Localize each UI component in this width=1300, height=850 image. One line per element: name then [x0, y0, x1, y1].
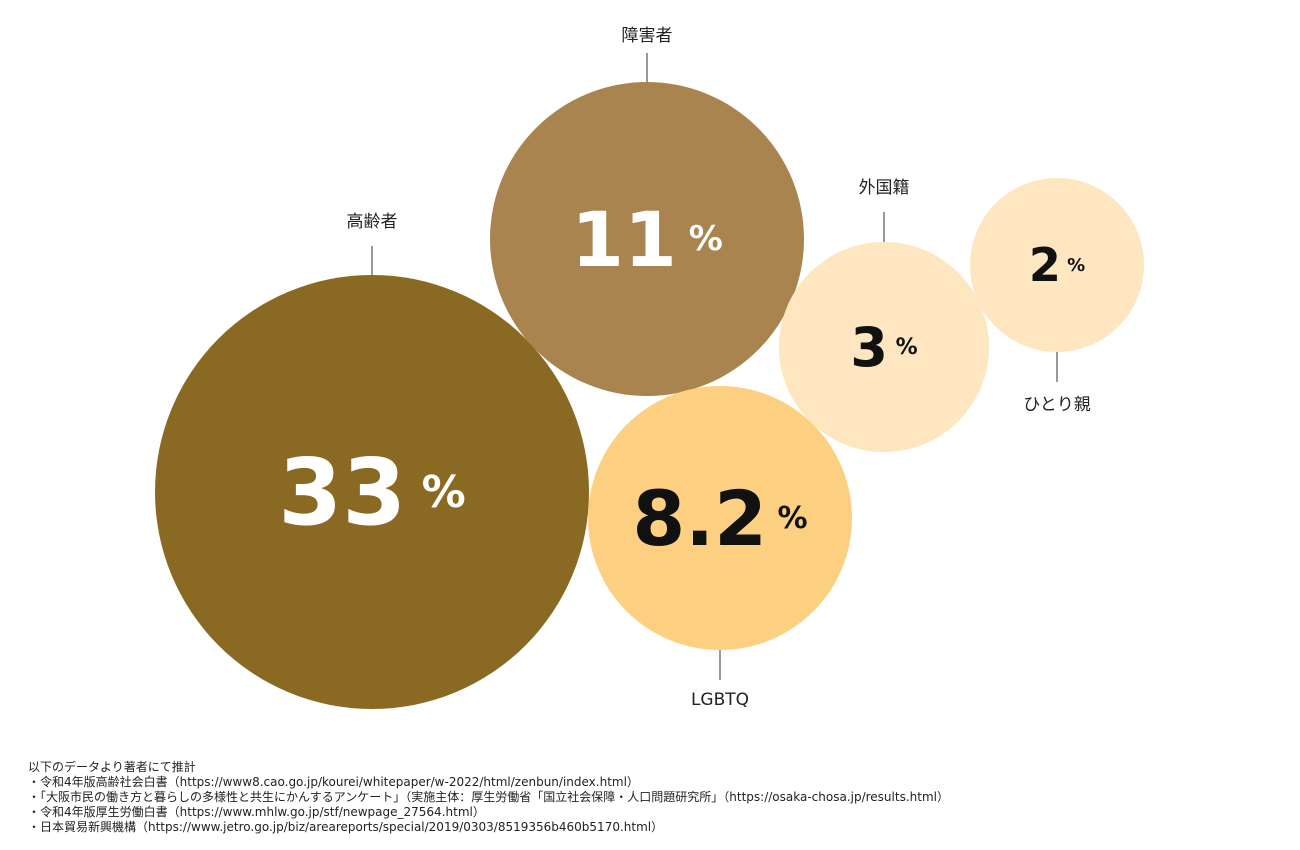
source-item: ・令和4年版高齢社会白書（https://www8.cao.go.jp/kour…	[28, 775, 639, 789]
source-item: ・日本貿易新興機構（https://www.jetro.go.jp/biz/ar…	[28, 820, 664, 834]
bubble-3-value-number: 8.2	[632, 474, 767, 563]
bubble-2-value-unit: %	[689, 219, 723, 259]
bubble-3-circle	[588, 386, 852, 650]
bubble-3-value-unit: %	[778, 501, 808, 536]
bubble-4-value: 3%	[850, 316, 917, 379]
bubble-4-label: 外国籍	[859, 178, 910, 198]
bubble-1-value: 33%	[278, 439, 466, 546]
bubble-5-value-number: 2	[1029, 238, 1061, 292]
bubble-1-value-number: 33	[278, 439, 406, 546]
bubble-5-value: 2%	[1029, 238, 1085, 292]
bubble-5-value-unit: %	[1067, 255, 1085, 276]
bubble-1-label: 高齢者	[347, 212, 398, 232]
bubble-4-circle	[779, 242, 989, 452]
bubble-5-circle	[970, 178, 1144, 352]
bubble-5-label: ひとり親	[1023, 395, 1091, 415]
bubble-1-circle	[155, 275, 589, 709]
sources-heading: 以下のデータより著者にて推計	[28, 760, 196, 774]
bubble-1-value-unit: %	[422, 467, 466, 518]
bubble-chart: 高齢者 33 % 障害者 11 % LGBTQ 8.2 % 外国籍 3 % ひとり親 2%	[155, 26, 1144, 710]
source-item: ・令和4年版厚生労働白書（https://www.mhlw.go.jp/stf/…	[28, 805, 485, 819]
sources-note: 以下のデータより著者にて推計 ・令和4年版高齢社会白書（https://www8…	[28, 760, 1288, 835]
source-item: ・「大阪市民の働き方と暮らしの多様性と共生にかんするアンケート」（実施主体：厚生…	[28, 790, 949, 804]
bubble-2-value: 11%	[571, 195, 723, 284]
bubble-3-label: LGBTQ	[691, 690, 749, 710]
bubble-4-value-number: 3	[850, 316, 888, 379]
bubble-2-circle	[490, 82, 804, 396]
bubble-2-value-number: 11	[571, 195, 677, 284]
bubble-3-value: 8.2%	[632, 474, 807, 563]
bubble-2-label: 障害者	[622, 26, 673, 46]
bubble-4-value-unit: %	[896, 335, 918, 360]
